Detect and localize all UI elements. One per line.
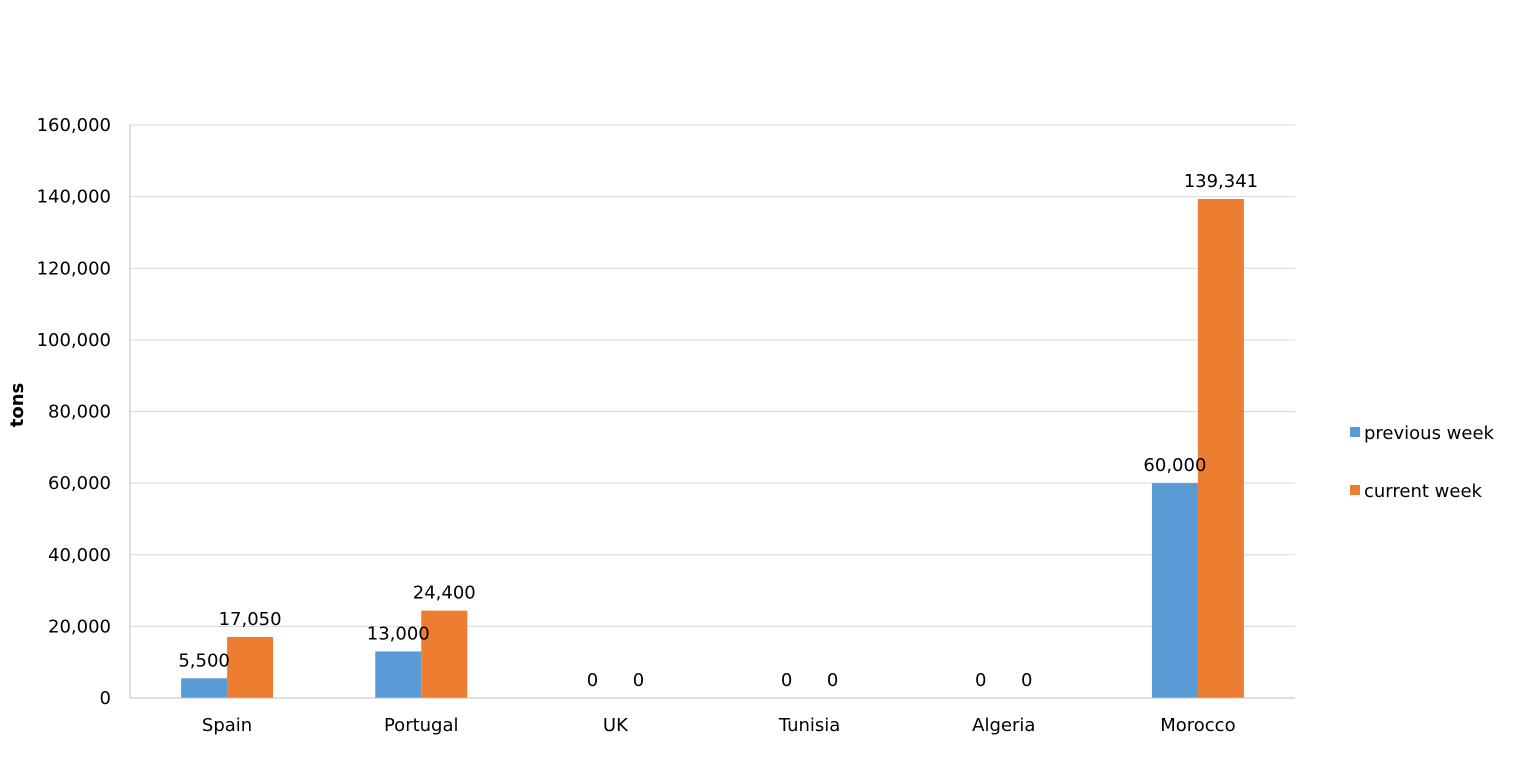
legend-label: current week <box>1364 481 1483 502</box>
data-label: 0 <box>827 670 838 691</box>
x-tick-label: Morocco <box>1160 715 1235 736</box>
bar-previous-week-morocco <box>1151 483 1198 698</box>
y-tick-label: 140,000 <box>37 187 111 208</box>
x-tick-labels: Spain Portugal UK Tunisia Algeria Morocco <box>202 715 1236 736</box>
data-label: 0 <box>587 670 598 691</box>
legend-swatch <box>1350 427 1360 437</box>
data-label: 17,050 <box>219 609 282 630</box>
data-label: 0 <box>781 670 792 691</box>
y-tick-label: 100,000 <box>37 330 111 351</box>
axes <box>129 125 1295 699</box>
data-label: 5,500 <box>178 650 230 671</box>
x-tick-label: Portugal <box>384 715 459 736</box>
y-axis-title: tons <box>7 383 28 428</box>
y-tick-label: 60,000 <box>48 473 111 494</box>
bar-current-week-morocco <box>1197 198 1244 698</box>
x-tick-label: Tunisia <box>778 715 841 736</box>
y-tick-label: 160,000 <box>37 115 111 136</box>
legend: previous week current week <box>1350 423 1495 502</box>
data-label: 0 <box>1021 670 1032 691</box>
y-tick-label: 0 <box>100 688 111 709</box>
bar-previous-week-spain <box>181 678 228 698</box>
data-label: 0 <box>633 670 644 691</box>
bar-previous-week-portugal <box>375 651 422 698</box>
data-label: 24,400 <box>413 583 476 604</box>
legend-label: previous week <box>1364 423 1495 444</box>
data-labels: 5,500 17,050 13,000 24,400 0 0 0 0 0 0 60,000 139,3… <box>178 171 1258 691</box>
y-tick-label: 120,000 <box>37 258 111 279</box>
bar-current-week-spain <box>227 636 274 698</box>
bars <box>181 198 1244 698</box>
data-label: 0 <box>975 670 986 691</box>
data-label: 139,341 <box>1184 171 1258 192</box>
y-tick-labels: 0 20,000 40,000 60,000 80,000 100,000 120,000 1… <box>37 115 111 709</box>
data-label: 60,000 <box>1143 455 1206 476</box>
y-tick-label: 80,000 <box>48 402 111 423</box>
x-tick-label: UK <box>603 715 629 736</box>
data-label: 13,000 <box>367 623 430 644</box>
y-tick-label: 40,000 <box>48 545 111 566</box>
gridlines <box>130 124 1295 627</box>
y-tick-label: 20,000 <box>48 616 111 637</box>
legend-swatch <box>1350 485 1360 495</box>
x-tick-label: Algeria <box>972 715 1035 736</box>
x-tick-label: Spain <box>202 715 252 736</box>
bar-current-week-portugal <box>421 610 468 698</box>
